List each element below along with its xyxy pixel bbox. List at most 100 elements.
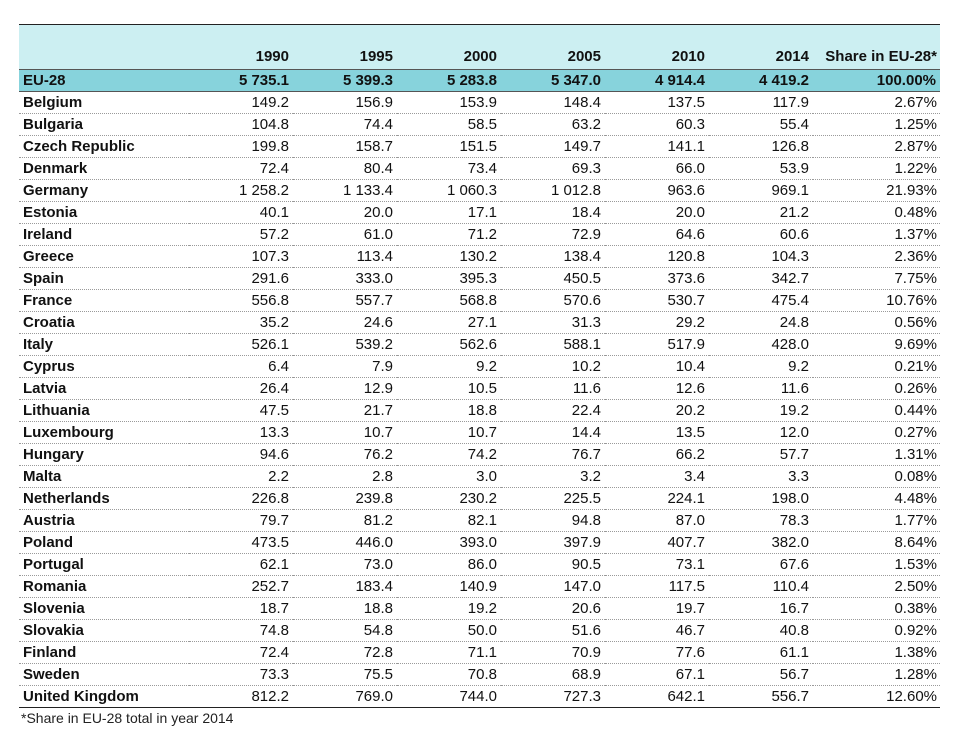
value-1995: 81.2 bbox=[293, 509, 397, 532]
value-1995: 539.2 bbox=[293, 333, 397, 356]
value-2000: 71.1 bbox=[397, 641, 501, 664]
value-2014: 969.1 bbox=[709, 179, 813, 202]
value-2010: 29.2 bbox=[605, 311, 709, 334]
value-2005: 22.4 bbox=[501, 399, 605, 422]
value-1990: 149.2 bbox=[189, 91, 293, 114]
country-name: France bbox=[19, 289, 189, 312]
value-2010: 137.5 bbox=[605, 91, 709, 114]
value-2000: 744.0 bbox=[397, 685, 501, 708]
table-body: EU-28 5 735.1 5 399.3 5 283.8 5 347.0 4 … bbox=[19, 69, 940, 708]
value-2000: 17.1 bbox=[397, 201, 501, 224]
share-value: 21.93% bbox=[813, 179, 940, 202]
value-2005: 90.5 bbox=[501, 553, 605, 576]
table-row: Slovakia 74.8 54.8 50.0 51.6 46.7 40.8 0.92% bbox=[19, 619, 940, 642]
country-name: Latvia bbox=[19, 377, 189, 400]
value-2014: 117.9 bbox=[709, 91, 813, 114]
header-year-1990: 1990 bbox=[189, 24, 293, 70]
value-2000: 151.5 bbox=[397, 135, 501, 158]
value-2005: 69.3 bbox=[501, 157, 605, 180]
value-2014: 475.4 bbox=[709, 289, 813, 312]
table-row: Italy 526.1 539.2 562.6 588.1 517.9 428.0 9.69% bbox=[19, 333, 940, 356]
value-1990: 13.3 bbox=[189, 421, 293, 444]
value-2000: 71.2 bbox=[397, 223, 501, 246]
value-2010: 73.1 bbox=[605, 553, 709, 576]
eu-total-value-1995: 5 399.3 bbox=[293, 69, 397, 92]
value-2005: 51.6 bbox=[501, 619, 605, 642]
value-2010: 642.1 bbox=[605, 685, 709, 708]
value-2005: 63.2 bbox=[501, 113, 605, 136]
value-2010: 117.5 bbox=[605, 575, 709, 598]
share-value: 1.22% bbox=[813, 157, 940, 180]
country-name: United Kingdom bbox=[19, 685, 189, 708]
value-2000: 27.1 bbox=[397, 311, 501, 334]
value-2000: 568.8 bbox=[397, 289, 501, 312]
value-1990: 94.6 bbox=[189, 443, 293, 466]
value-2010: 67.1 bbox=[605, 663, 709, 686]
table-row: Malta 2.2 2.8 3.0 3.2 3.4 3.3 0.08% bbox=[19, 465, 940, 488]
country-name: Romania bbox=[19, 575, 189, 598]
value-2010: 407.7 bbox=[605, 531, 709, 554]
value-2000: 130.2 bbox=[397, 245, 501, 268]
country-name: Portugal bbox=[19, 553, 189, 576]
value-2014: 11.6 bbox=[709, 377, 813, 400]
value-2010: 120.8 bbox=[605, 245, 709, 268]
value-2010: 517.9 bbox=[605, 333, 709, 356]
value-1990: 556.8 bbox=[189, 289, 293, 312]
value-2000: 393.0 bbox=[397, 531, 501, 554]
value-2014: 67.6 bbox=[709, 553, 813, 576]
header-year-2014: 2014 bbox=[709, 24, 813, 70]
share-value: 4.48% bbox=[813, 487, 940, 510]
value-1990: 104.8 bbox=[189, 113, 293, 136]
value-2000: 10.7 bbox=[397, 421, 501, 444]
value-1995: 446.0 bbox=[293, 531, 397, 554]
share-value: 7.75% bbox=[813, 267, 940, 290]
value-2010: 20.0 bbox=[605, 201, 709, 224]
value-2005: 138.4 bbox=[501, 245, 605, 268]
value-1990: 73.3 bbox=[189, 663, 293, 686]
value-2010: 3.4 bbox=[605, 465, 709, 488]
country-name: Bulgaria bbox=[19, 113, 189, 136]
country-name: Slovakia bbox=[19, 619, 189, 642]
value-1990: 74.8 bbox=[189, 619, 293, 642]
eu-total-label: EU-28 bbox=[19, 69, 189, 92]
value-1995: 80.4 bbox=[293, 157, 397, 180]
header-country bbox=[19, 24, 189, 70]
share-value: 0.92% bbox=[813, 619, 940, 642]
share-value: 0.56% bbox=[813, 311, 940, 334]
value-2014: 24.8 bbox=[709, 311, 813, 334]
value-2014: 61.1 bbox=[709, 641, 813, 664]
value-1990: 812.2 bbox=[189, 685, 293, 708]
table-row: Spain 291.6 333.0 395.3 450.5 373.6 342.7 7.75% bbox=[19, 267, 940, 290]
country-name: Spain bbox=[19, 267, 189, 290]
value-2000: 19.2 bbox=[397, 597, 501, 620]
value-2000: 140.9 bbox=[397, 575, 501, 598]
country-name: Slovenia bbox=[19, 597, 189, 620]
table-row: Croatia 35.2 24.6 27.1 31.3 29.2 24.8 0.56% bbox=[19, 311, 940, 334]
value-2014: 56.7 bbox=[709, 663, 813, 686]
value-1995: 76.2 bbox=[293, 443, 397, 466]
value-2005: 94.8 bbox=[501, 509, 605, 532]
table-row: Bulgaria 104.8 74.4 58.5 63.2 60.3 55.4 1.25% bbox=[19, 113, 940, 136]
country-name: Poland bbox=[19, 531, 189, 554]
value-2000: 10.5 bbox=[397, 377, 501, 400]
value-1990: 226.8 bbox=[189, 487, 293, 510]
value-2000: 395.3 bbox=[397, 267, 501, 290]
share-value: 0.27% bbox=[813, 421, 940, 444]
value-2005: 10.2 bbox=[501, 355, 605, 378]
value-2014: 12.0 bbox=[709, 421, 813, 444]
value-2000: 82.1 bbox=[397, 509, 501, 532]
table-row: Luxembourg 13.3 10.7 10.7 14.4 13.5 12.0 0.27% bbox=[19, 421, 940, 444]
value-2010: 77.6 bbox=[605, 641, 709, 664]
value-1995: 1 133.4 bbox=[293, 179, 397, 202]
table-row: Greece 107.3 113.4 130.2 138.4 120.8 104.3 2.36… bbox=[19, 245, 940, 268]
table-row: United Kingdom 812.2 769.0 744.0 727.3 642.1 5… bbox=[19, 685, 940, 708]
value-2005: 31.3 bbox=[501, 311, 605, 334]
value-2000: 1 060.3 bbox=[397, 179, 501, 202]
value-1995: 20.0 bbox=[293, 201, 397, 224]
share-value: 1.77% bbox=[813, 509, 940, 532]
table-row: Poland 473.5 446.0 393.0 397.9 407.7 382.0 8.64… bbox=[19, 531, 940, 554]
value-2005: 14.4 bbox=[501, 421, 605, 444]
value-2014: 9.2 bbox=[709, 355, 813, 378]
country-name: Greece bbox=[19, 245, 189, 268]
value-2005: 1 012.8 bbox=[501, 179, 605, 202]
